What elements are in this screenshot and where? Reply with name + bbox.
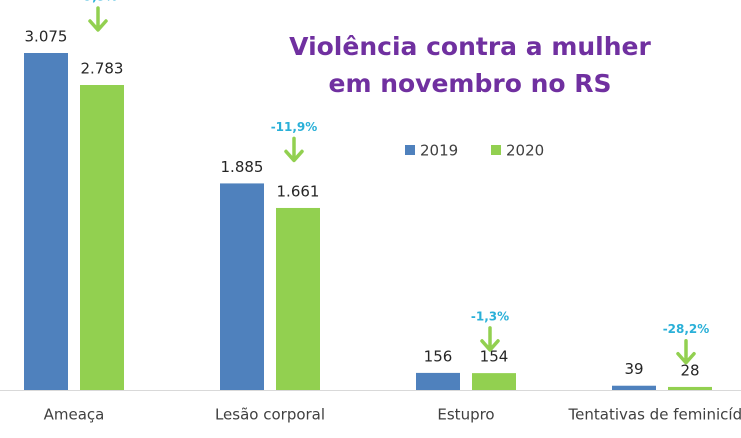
- arrow: [88, 6, 108, 32]
- bar: [612, 385, 656, 390]
- arrow: [284, 136, 304, 163]
- legend-label: 2020: [506, 142, 544, 160]
- bar: [416, 372, 460, 390]
- value-label: 28: [680, 361, 699, 379]
- value-label: 2.783: [81, 60, 124, 78]
- bar: [668, 386, 712, 390]
- bar: [24, 53, 68, 390]
- value-label: 154: [480, 348, 509, 366]
- x-tick-label: Tentativas de feminicídio: [568, 406, 741, 424]
- bar: [220, 183, 264, 390]
- x-tick-label: Estupro: [437, 406, 494, 424]
- x-tick-label: Lesão corporal: [215, 406, 325, 424]
- value-label: 1.661: [277, 182, 320, 200]
- value-label: 156: [424, 347, 453, 365]
- legend-swatch: [491, 145, 501, 155]
- annotation: -9,5%: [79, 0, 117, 4]
- value-label: 1.885: [221, 158, 264, 176]
- annotation: -28,2%: [663, 322, 710, 336]
- arrow: [480, 326, 500, 352]
- annotation: -1,3%: [471, 309, 509, 323]
- annotation: -11,9%: [271, 120, 318, 134]
- legend-swatch: [405, 145, 415, 155]
- chart-title: Violência contra a mulher: [289, 32, 651, 61]
- arrow: [676, 338, 696, 365]
- bar: [276, 207, 320, 390]
- chart-title: em novembro no RS: [328, 69, 611, 98]
- bar: [80, 85, 124, 391]
- value-label: 39: [624, 360, 643, 378]
- x-tick-label: Ameaça: [44, 406, 105, 424]
- legend-label: 2019: [420, 142, 458, 160]
- value-label: 3.075: [25, 28, 68, 46]
- bar: [472, 373, 516, 390]
